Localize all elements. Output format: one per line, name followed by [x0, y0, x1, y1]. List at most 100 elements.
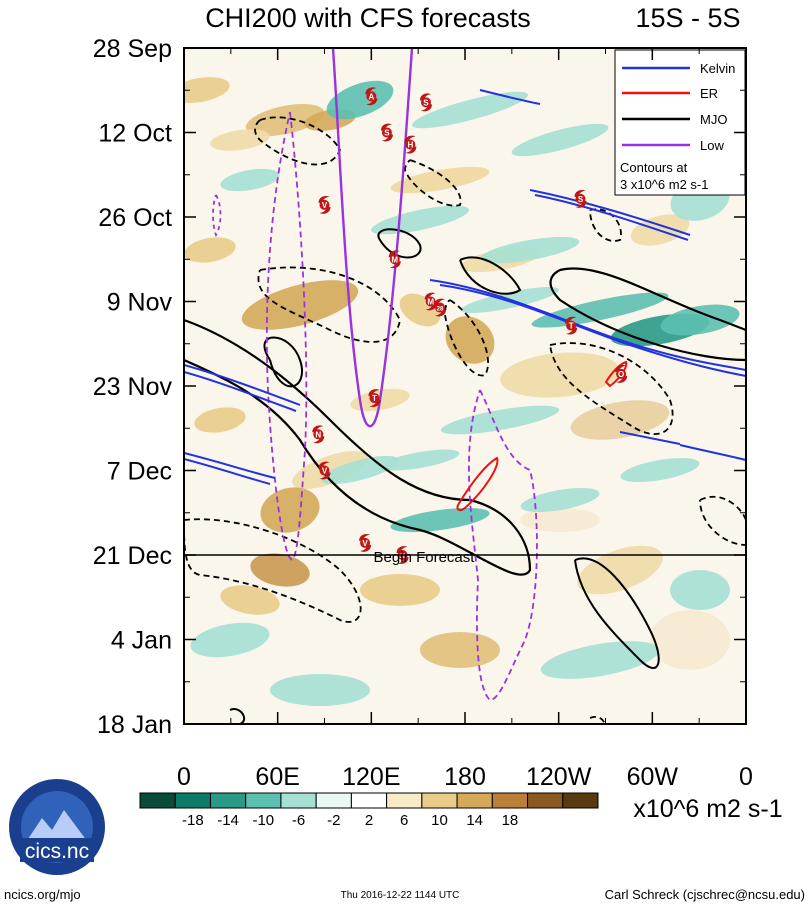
logo-text-backdrop [20, 838, 94, 862]
cyclone-letter: V [322, 201, 328, 210]
cyclone-letter: N [315, 430, 321, 439]
contour-line [184, 452, 276, 479]
cyclone-eye [381, 127, 392, 138]
cyclone-eye [389, 254, 400, 265]
anomaly-blob [220, 168, 280, 192]
anomaly-blob [360, 574, 440, 606]
colorbar-swatch [562, 792, 599, 809]
legend-note-1: Contours at [620, 160, 688, 175]
x-tick-label: 180 [444, 763, 486, 791]
colorbar-swatch [315, 792, 352, 809]
cyclone-eye [616, 368, 627, 379]
cyclone-eye [319, 199, 330, 210]
contour-line [619, 431, 681, 445]
anomaly-shading [184, 77, 740, 706]
cics-logo: cics.nc [9, 779, 105, 875]
x-tick-label: 120W [526, 763, 592, 791]
cyclone-icon: T [368, 389, 381, 407]
cyclone-icon: A [365, 87, 378, 106]
cyclone-eye [575, 193, 586, 204]
x-tick-label: 0 [177, 763, 191, 791]
cyclone-eye [366, 91, 377, 102]
footer-left: ncics.org/mjo [4, 887, 81, 902]
anomaly-blob [220, 585, 280, 615]
contour-line [184, 371, 297, 412]
cyclone-letter: O [618, 370, 624, 379]
legend-label-er: ER [700, 86, 718, 101]
contour-line [257, 266, 401, 343]
x-tick-label: 120E [342, 763, 400, 791]
y-tick-label: 12 Oct [98, 120, 172, 148]
colorbar-swatch [280, 792, 317, 809]
contour-line [184, 518, 362, 623]
cyclone-letter: A [368, 92, 374, 101]
region-label: 15S - 5S [635, 3, 740, 33]
cyclone-letter: S [423, 98, 429, 107]
y-axis: 28 Sep 12 Oct 26 Oct 9 Nov 23 Nov 7 Dec 21 Dec… [93, 35, 746, 739]
cyclone-letter: V [362, 539, 368, 548]
chart-title: CHI200 with CFS forecasts [205, 3, 531, 33]
anomaly-blob [390, 166, 490, 194]
anomaly-blob [380, 449, 460, 471]
y-tick-label: 21 Dec [93, 542, 172, 570]
anomaly-blob [245, 103, 325, 137]
anomaly-blob [326, 80, 394, 120]
cyclone-letter: H [407, 141, 413, 150]
cyclone-eye [425, 296, 436, 307]
cyclone-letter: 09 [399, 554, 406, 560]
contour-line [212, 194, 222, 238]
legend-label-kelvin: Kelvin [700, 61, 735, 76]
cyclone-eye [369, 393, 380, 404]
footer-center: Thu 2016-12-22 1144 UTC [341, 890, 460, 901]
cyclone-icon: V [318, 461, 331, 480]
colorbar-label: 2 [365, 812, 373, 829]
colorbar-swatch [421, 792, 458, 809]
cyclone-letter: T [372, 394, 377, 403]
cyclone-eye [435, 302, 446, 313]
cyclone-eye [313, 429, 324, 440]
contour-line [456, 456, 499, 512]
y-tick-label: 23 Nov [93, 373, 173, 401]
x-tick-label: 60E [255, 763, 299, 791]
contour-line [404, 159, 462, 207]
contour-line [549, 342, 674, 435]
contour-line [589, 208, 622, 242]
cyclone-icon: S [419, 93, 432, 112]
anomaly-blob [500, 352, 620, 398]
contour-line [444, 299, 489, 377]
anomaly-blob [250, 553, 310, 587]
anomaly-blob [650, 610, 730, 670]
colorbar-units: x10^6 m2 s-1 [633, 795, 782, 823]
anomaly-blob [390, 507, 490, 533]
y-tick-label: 18 Jan [97, 711, 172, 739]
logo-text: cics.nc [25, 840, 89, 863]
y-tick-label: 28 Sep [93, 35, 172, 63]
cyclone-icon: H [404, 135, 417, 154]
colorbar: -18 -14 -10 -6 -2 2 6 10 14 18 [139, 792, 599, 829]
anomaly-blob [440, 405, 560, 435]
contour-line [679, 444, 746, 461]
anomaly-blob [520, 487, 600, 513]
cyclone-eye [360, 537, 371, 548]
colorbar-label: -10 [252, 812, 274, 829]
cyclone-letter: 28 [437, 307, 444, 313]
anomaly-blob [292, 451, 368, 489]
contour-line [534, 194, 689, 241]
cyclone-letter: M [427, 298, 434, 307]
colorbar-label: 10 [431, 812, 448, 829]
anomaly-blob [260, 487, 320, 533]
anomaly-blob [511, 123, 609, 157]
x-tick-label: 60W [627, 763, 679, 791]
anomaly-blob [577, 545, 663, 595]
cyclone-letter: S [578, 195, 584, 204]
anomaly-blob [194, 407, 246, 433]
anomaly-blob [210, 129, 270, 151]
anomaly-blob [620, 457, 700, 483]
cyclone-icon: N [312, 425, 325, 444]
contour-line [459, 256, 522, 295]
colorbar-swatch [491, 792, 529, 809]
colorbar-swatch [386, 792, 423, 809]
anomaly-blob [411, 91, 529, 129]
